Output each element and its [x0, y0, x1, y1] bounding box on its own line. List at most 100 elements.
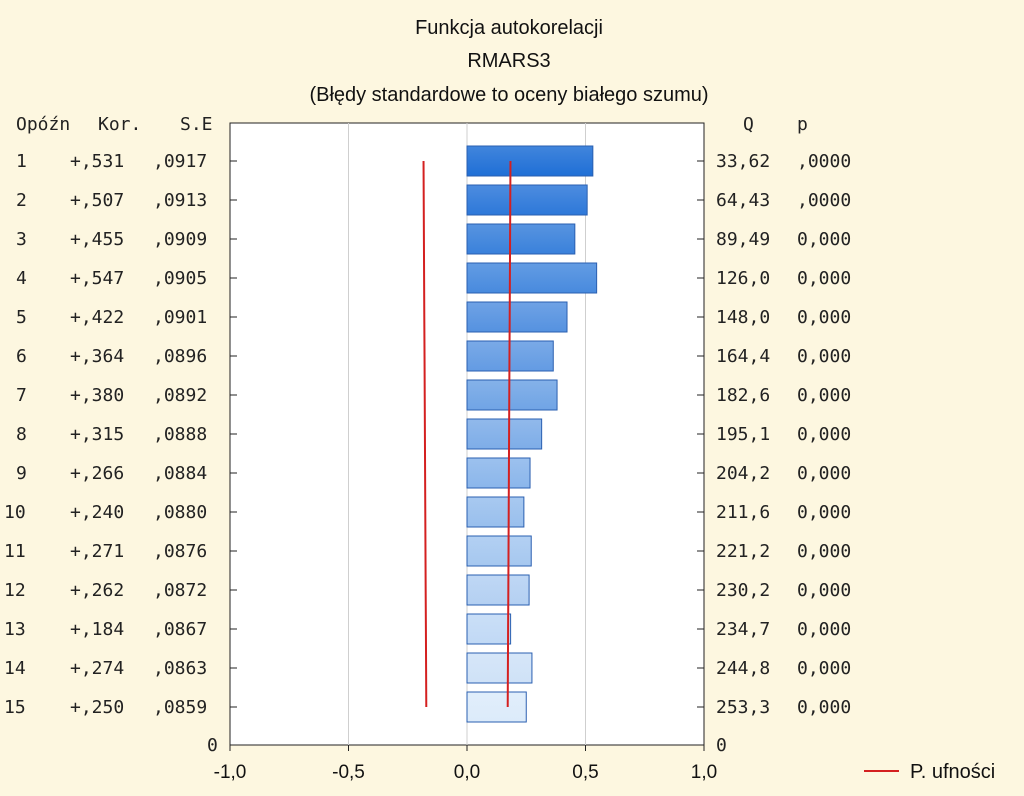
corr-label: +,250 [70, 697, 124, 718]
zero-label-left: 0 [207, 735, 218, 756]
se-label: ,0917 [153, 151, 207, 172]
se-label: ,0859 [153, 697, 207, 718]
bar-lag-9 [466, 457, 531, 489]
p-label: 0,000 [797, 463, 851, 484]
se-label: ,0896 [153, 346, 207, 367]
bar-lag-10 [466, 496, 525, 528]
corr-label: +,507 [70, 190, 124, 211]
corr-label: +,422 [70, 307, 124, 328]
q-label: 33,62 [716, 151, 770, 172]
p-label: 0,000 [797, 229, 851, 250]
p-label: 0,000 [797, 580, 851, 601]
confidence-upper-line [506, 160, 512, 708]
se-label: ,0888 [153, 424, 207, 445]
bar-lag-8 [466, 418, 543, 450]
p-label: 0,000 [797, 619, 851, 640]
se-label: ,0884 [153, 463, 207, 484]
corr-label: +,240 [70, 502, 124, 523]
confidence-limits [422, 160, 512, 708]
se-label: ,0876 [153, 541, 207, 562]
bar-lag-5 [466, 301, 568, 333]
legend-label: P. ufności [910, 761, 995, 783]
x-tick-label: 1,0 [691, 762, 717, 783]
q-label: 204,2 [716, 463, 770, 484]
bar-lag-15 [466, 691, 527, 723]
chart-title: Funkcja autokorelacji [415, 17, 603, 39]
corr-label: +,271 [70, 541, 124, 562]
se-label: ,0905 [153, 268, 207, 289]
chart-note: (Błędy standardowe to oceny białego szum… [309, 84, 708, 106]
confidence-lower-line [422, 160, 428, 708]
se-label: ,0867 [153, 619, 207, 640]
p-label: ,0000 [797, 151, 851, 172]
header-q: Q [743, 114, 754, 135]
p-label: 0,000 [797, 346, 851, 367]
se-label: ,0872 [153, 580, 207, 601]
corr-label: +,274 [70, 658, 124, 679]
corr-label: +,547 [70, 268, 124, 289]
corr-label: +,262 [70, 580, 124, 601]
se-label: ,0901 [153, 307, 207, 328]
lag-label: 7 [16, 385, 27, 406]
row-labels: 1 +,531 ,0917 33,62 ,0000 2 +,507 ,0913 64,43 ,00… [4, 151, 851, 718]
lag-label: 3 [16, 229, 27, 250]
q-label: 89,49 [716, 229, 770, 250]
p-label: 0,000 [797, 697, 851, 718]
q-label: 253,3 [716, 697, 770, 718]
corr-label: +,315 [70, 424, 124, 445]
lag-label: 12 [4, 580, 26, 601]
p-label: ,0000 [797, 190, 851, 211]
se-label: ,0909 [153, 229, 207, 250]
q-label: 148,0 [716, 307, 770, 328]
q-label: 244,8 [716, 658, 770, 679]
q-label: 182,6 [716, 385, 770, 406]
se-label: ,0880 [153, 502, 207, 523]
q-label: 221,2 [716, 541, 770, 562]
q-label: 64,43 [716, 190, 770, 211]
p-label: 0,000 [797, 385, 851, 406]
lag-label: 10 [4, 502, 26, 523]
p-label: 0,000 [797, 307, 851, 328]
x-tick-label: -0,5 [332, 762, 365, 783]
lag-label: 9 [16, 463, 27, 484]
bar-lag-3 [466, 223, 576, 255]
x-tick-label: -1,0 [214, 762, 247, 783]
bar-lag-7 [466, 379, 558, 411]
header-lag: Opóźn [16, 114, 70, 135]
corr-label: +,455 [70, 229, 124, 250]
zero-label-right: 0 [716, 735, 727, 756]
lag-label: 13 [4, 619, 26, 640]
chart-subtitle: RMARS3 [467, 50, 550, 72]
q-label: 126,0 [716, 268, 770, 289]
lag-label: 1 [16, 151, 27, 172]
lag-label: 11 [4, 541, 26, 562]
corr-label: +,266 [70, 463, 124, 484]
se-label: ,0863 [153, 658, 207, 679]
se-label: ,0892 [153, 385, 207, 406]
x-tick-label: 0,0 [454, 762, 480, 783]
bar-lag-2 [466, 184, 588, 216]
bar-lag-11 [466, 535, 532, 567]
q-label: 195,1 [716, 424, 770, 445]
lag-label: 6 [16, 346, 27, 367]
lag-label: 15 [4, 697, 26, 718]
bar-lag-12 [466, 574, 530, 606]
bar-lag-4 [466, 262, 598, 294]
p-label: 0,000 [797, 658, 851, 679]
p-label: 0,000 [797, 502, 851, 523]
corr-label: +,364 [70, 346, 124, 367]
lag-label: 14 [4, 658, 26, 679]
q-label: 234,7 [716, 619, 770, 640]
bars [466, 145, 598, 723]
lag-label: 4 [16, 268, 27, 289]
corr-label: +,184 [70, 619, 124, 640]
header-corr: Kor. [98, 114, 141, 135]
bar-lag-1 [466, 145, 594, 177]
bar-lag-13 [466, 613, 512, 645]
q-label: 211,6 [716, 502, 770, 523]
x-tick-label: 0,5 [572, 762, 598, 783]
lag-label: 8 [16, 424, 27, 445]
p-label: 0,000 [797, 424, 851, 445]
p-label: 0,000 [797, 268, 851, 289]
